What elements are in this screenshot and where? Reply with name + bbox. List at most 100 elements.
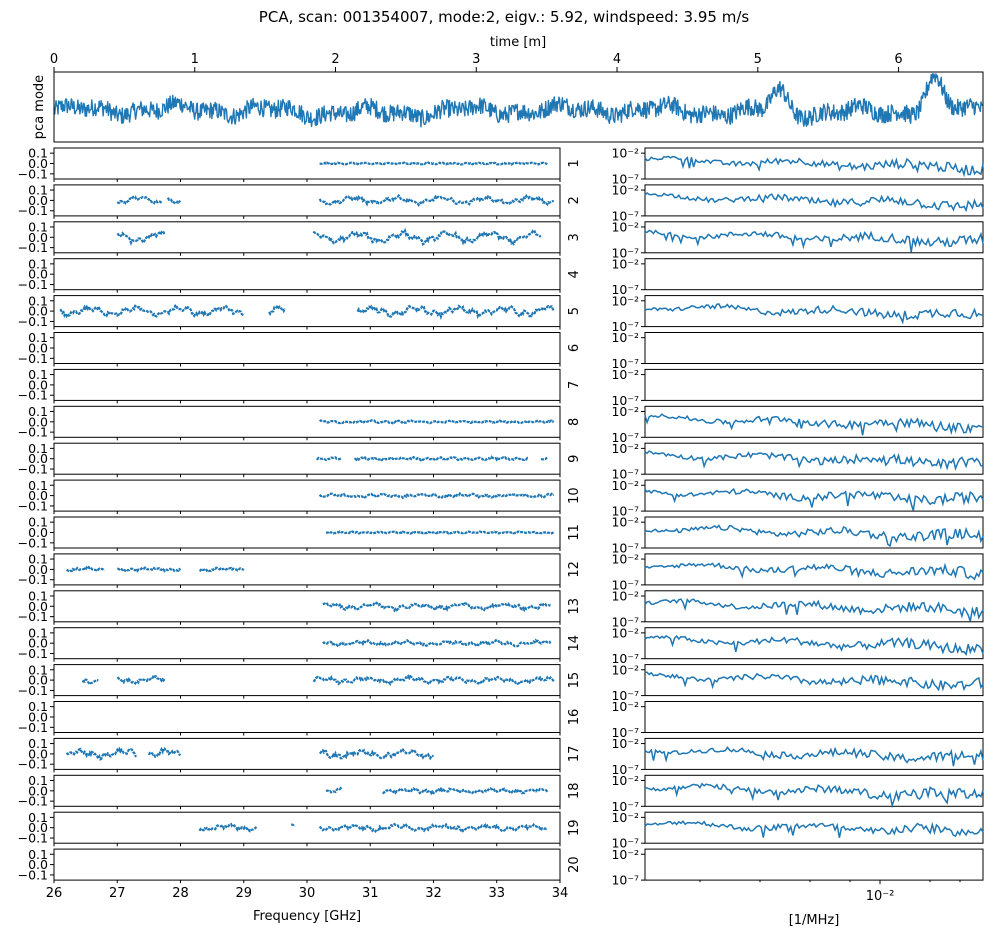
feed-spectrum-trace — [644, 155, 984, 178]
feed-profile-trace — [382, 786, 549, 796]
profile-y-tick-label: 0.0 — [28, 156, 48, 171]
spectrum-y-tick-label: 10⁻² — [611, 847, 639, 862]
feed-spectrum-panel-7: 10⁻² 10⁻⁷ — [611, 367, 984, 408]
feed-spectrum-trace — [644, 782, 984, 809]
feed-spectrum-trace — [644, 634, 984, 657]
feed-profile-trace — [319, 747, 435, 761]
feed-number-label: 9 — [567, 455, 582, 463]
profile-y-tick-label: −0.1 — [18, 720, 48, 735]
feed-profile-trace — [312, 227, 542, 246]
feed-spectrum-panel-8: 10⁻² 10⁻⁷ — [611, 404, 984, 445]
feed-spectrum-frame — [644, 258, 984, 291]
profile-y-tick-label: 0.0 — [28, 746, 48, 761]
feed-spectrum-panel-17: 10⁻² 10⁻⁷ — [611, 736, 984, 777]
spectrum-y-tick-label: 10⁻² — [611, 478, 639, 493]
feed-profile-trace — [147, 746, 182, 759]
time-tick-label: 5 — [754, 52, 762, 67]
feed-profile-trace — [356, 304, 555, 321]
feed-spectrum-panel-6: 10⁻² 10⁻⁷ — [611, 330, 984, 371]
feed-spectrum-trace — [644, 303, 984, 325]
time-tick-label: 2 — [331, 52, 339, 67]
feed-number-label: 17 — [567, 746, 582, 763]
profile-y-tick-label: 0.1 — [28, 662, 48, 677]
feed-spectrum-frame — [644, 479, 984, 512]
time-tick-label: 6 — [894, 52, 902, 67]
profile-y-tick-label: 0.0 — [28, 857, 48, 872]
profile-y-tick-label: 0.0 — [28, 267, 48, 282]
frequency-tick-label: 31 — [362, 886, 379, 901]
feed-profile-panel-11: 0.10.0−0.1 11 — [18, 515, 582, 551]
spectrum-y-tick-label: 10⁻⁷ — [611, 688, 639, 703]
feed-profile-panel-3: 0.10.0−0.1 3 — [18, 219, 582, 256]
profile-y-tick-label: 0.0 — [28, 673, 48, 688]
feed-profile-frame — [53, 184, 561, 217]
feed-number-label: 6 — [567, 344, 582, 352]
feed-profile-trace — [116, 230, 166, 246]
pca-mode-axes: 0 1 2 3 4 5 6 time [m] pca mode — [32, 35, 984, 143]
feed-spectrum-panel-12: 10⁻² 10⁻⁷ — [611, 552, 984, 592]
feed-spectrum-frame — [644, 848, 984, 881]
feed-spectrum-frame — [644, 590, 984, 623]
feed-number-label: 5 — [567, 307, 582, 315]
feed-profile-panel-10: 0.10.0−0.1 10 — [18, 478, 582, 515]
feed-spectrum-frame — [644, 147, 984, 180]
feed-profile-panels: 0.10.0−0.110.10.0−0.120.10.0−0.130.10.0−… — [18, 146, 582, 884]
spectrum-y-tick-label: 10⁻⁷ — [611, 504, 639, 519]
spectrum-y-tick-label: 10⁻² — [611, 256, 639, 271]
profile-y-tick-label: 0.0 — [28, 820, 48, 835]
feed-spectrum-frame — [644, 627, 984, 660]
feed-spectrum-panel-15: 10⁻² 10⁻⁷ — [611, 662, 984, 703]
feed-spectrum-trace — [644, 597, 984, 622]
profile-y-tick-label: −0.1 — [18, 867, 48, 882]
feed-number-label: 4 — [567, 270, 582, 278]
profile-y-tick-label: 0.0 — [28, 525, 48, 540]
feed-spectrum-frame — [644, 405, 984, 438]
spectrum-y-tick-label: 10⁻⁷ — [611, 245, 639, 260]
feed-number-label: 8 — [567, 418, 582, 426]
spectrum-y-tick-label: 10⁻⁷ — [611, 651, 639, 666]
profile-y-tick-label: −0.1 — [18, 203, 48, 218]
profile-y-tick-label: 0.1 — [28, 367, 48, 382]
profile-y-tick-label: 0.1 — [28, 847, 48, 862]
feed-profile-panel-20: 0.10.0−0.1 20 — [18, 847, 582, 884]
feed-spectrum-panel-19: 10⁻² 10⁻⁷ — [611, 810, 984, 851]
profile-y-tick-label: −0.1 — [18, 351, 48, 366]
feed-profile-trace — [326, 530, 554, 535]
feed-spectrum-trace — [644, 413, 983, 436]
spectrum-y-tick-label: 10⁻² — [611, 515, 639, 530]
spectrum-y-tick-label: 10⁻⁷ — [611, 282, 639, 297]
feed-profile-panel-7: 0.10.0−0.1 7 — [18, 367, 582, 404]
profile-y-tick-label: 0.0 — [28, 488, 48, 503]
feed-number-label: 15 — [567, 672, 582, 689]
pca-mode-frame — [53, 71, 984, 143]
profile-y-tick-label: 0.1 — [28, 736, 48, 751]
pca-mode-ylabel: pca mode — [32, 75, 47, 139]
profile-y-tick-label: 0.1 — [28, 773, 48, 788]
profile-y-tick-label: 0.0 — [28, 562, 48, 577]
feed-spectrum-frame — [644, 664, 984, 697]
feed-spectrum-trace — [644, 562, 984, 581]
feed-profile-frame — [53, 701, 561, 733]
feed-profile-trace — [65, 565, 105, 573]
feed-spectrum-panel-5: 10⁻² 10⁻⁷ — [611, 293, 984, 334]
feed-profile-trace — [319, 161, 548, 167]
profile-y-tick-label: −0.1 — [18, 240, 48, 255]
spectrum-y-tick-label: 10⁻² — [611, 625, 639, 640]
feed-profile-trace — [116, 674, 166, 686]
profile-y-tick-label: −0.1 — [18, 498, 48, 513]
spectrum-x-axis-ticks: 10⁻² — [699, 880, 961, 904]
feed-profile-panel-5: 0.10.0−0.1 5 — [18, 293, 582, 330]
feed-profile-trace — [322, 601, 551, 613]
spectrum-y-tick-label: 10⁻⁷ — [611, 319, 639, 334]
feed-profile-panel-14: 0.10.0−0.1 14 — [18, 625, 582, 662]
feed-spectrum-panel-2: 10⁻² 10⁻⁷ — [611, 183, 984, 223]
feed-number-label: 20 — [567, 856, 582, 873]
spectrum-y-tick-label: 10⁻⁷ — [611, 356, 639, 371]
feed-profile-trace — [318, 822, 548, 834]
figure-title: PCA, scan: 001354007, mode:2, eigv.: 5.9… — [259, 8, 750, 26]
feed-spectrum-frame — [644, 442, 984, 475]
feed-spectrum-panel-18: 10⁻² 10⁻⁷ — [611, 773, 984, 814]
frequency-tick-label: 32 — [425, 886, 442, 901]
feed-profile-panel-8: 0.10.0−0.1 8 — [18, 404, 582, 441]
